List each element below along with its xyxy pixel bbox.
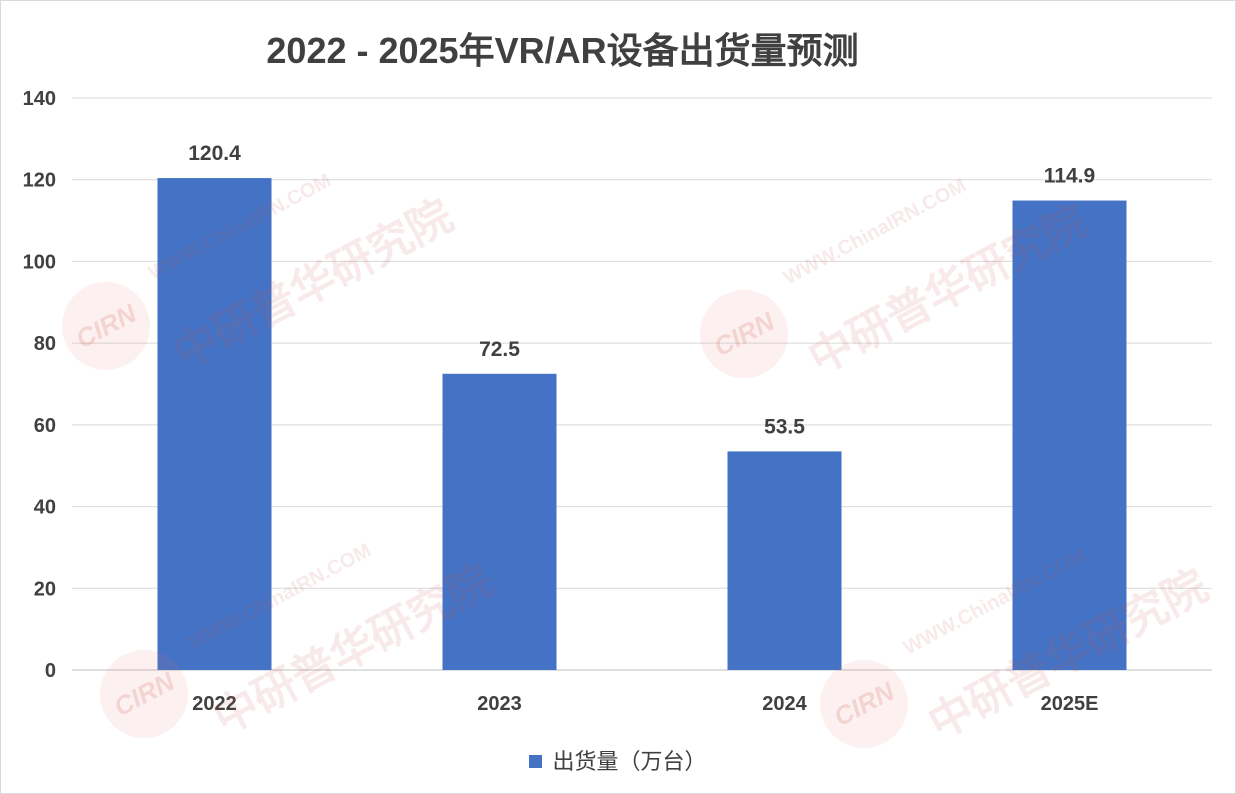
data-label: 120.4 — [188, 142, 241, 165]
bar — [442, 373, 557, 670]
legend-label: 出货量（万台） — [552, 749, 707, 774]
x-axis-ticks: 2022 2023 2024 2025E — [192, 693, 1098, 715]
data-label: 53.5 — [764, 415, 805, 438]
bar — [727, 451, 842, 670]
y-tick-label: 0 — [45, 660, 56, 682]
legend: 出货量（万台） — [0, 744, 1236, 776]
y-tick-label: 20 — [34, 578, 56, 600]
data-label: 114.9 — [1044, 165, 1095, 188]
y-tick-label: 100 — [23, 251, 56, 273]
bars — [157, 178, 1127, 670]
y-tick-label: 120 — [23, 170, 56, 192]
y-axis-ticks: 0 20 40 60 80 100 120 140 — [23, 88, 56, 682]
x-tick-label: 2022 — [192, 693, 237, 715]
x-tick-label: 2024 — [762, 693, 807, 715]
bar — [157, 178, 272, 670]
data-label: 72.5 — [479, 338, 520, 361]
bar — [1012, 200, 1127, 670]
y-tick-label: 60 — [34, 415, 56, 437]
legend-swatch — [529, 754, 543, 768]
y-tick-label: 140 — [23, 88, 56, 110]
x-tick-label: 2025E — [1041, 693, 1099, 715]
y-tick-label: 40 — [34, 497, 56, 519]
chart-title: 2022 - 2025年VR/AR设备出货量预测 — [266, 30, 859, 71]
x-tick-label: 2023 — [477, 693, 522, 715]
y-tick-label: 80 — [34, 333, 56, 355]
data-labels: 120.4 72.5 53.5 114.9 — [188, 142, 1095, 438]
